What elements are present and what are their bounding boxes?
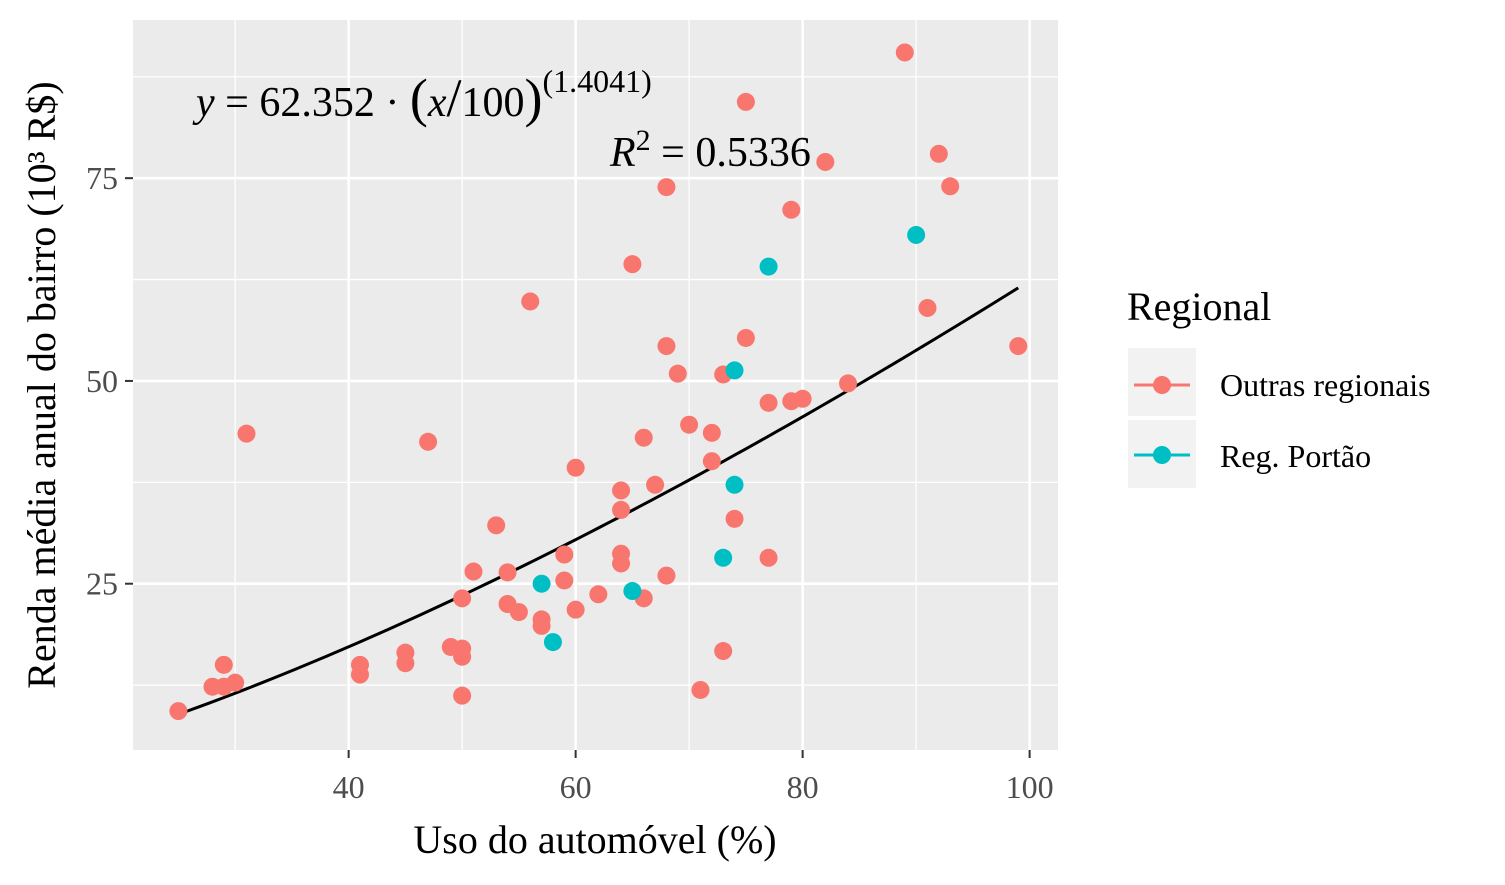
eq-y: y	[192, 80, 215, 126]
x-tick-label-40: 40	[333, 769, 365, 805]
data-point-outras-regionais-61	[1009, 337, 1028, 356]
data-point-outras-regionais-15	[453, 686, 472, 705]
eq-slash: /	[446, 68, 461, 128]
legend: Regional Outras regionais Reg. Portão	[1127, 284, 1431, 488]
y-axis-ticks: 25 50 75	[86, 160, 133, 602]
svg-text:y = 62.352 · (x/100)(1.4041): y = 62.352 · (x/100)(1.4041)	[192, 63, 652, 128]
data-point-outras-regionais-52	[782, 200, 801, 219]
grid-major	[133, 20, 1058, 750]
data-point-outras-regionais-36	[646, 475, 665, 494]
data-point-outras-regionais-14	[453, 647, 472, 666]
fit-layer	[177, 286, 1020, 716]
data-point-reg-portao-5	[725, 475, 744, 494]
data-point-reg-portao-2	[623, 582, 642, 601]
x-axis-ticks: 40 60 80 100	[333, 750, 1054, 805]
data-point-outras-regionais-44	[702, 452, 721, 471]
data-point-outras-regionais-27	[566, 600, 585, 619]
y-tick-label-75: 75	[86, 160, 118, 196]
legend-title: Regional	[1127, 284, 1271, 329]
data-point-outras-regionais-3	[214, 655, 233, 674]
data-point-outras-regionais-41	[680, 415, 699, 434]
data-point-outras-regionais-26	[566, 458, 585, 477]
data-point-outras-regionais-17	[487, 516, 506, 535]
svg-text:R2 = 0.5336: R2 = 0.5336	[609, 124, 811, 176]
eq-lparen: (	[410, 68, 428, 128]
data-point-reg-portao-4	[725, 361, 744, 380]
data-point-outras-regionais-7	[350, 665, 369, 684]
data-point-outras-regionais-42	[691, 680, 710, 699]
data-point-outras-regionais-50	[759, 393, 778, 412]
x-tick-label-80: 80	[787, 769, 819, 805]
annotation-equation: y = 62.352 · (x/100)(1.4041) R2 = 0.5336	[192, 63, 811, 176]
data-point-outras-regionais-48	[736, 92, 755, 111]
fit-curve	[177, 286, 1020, 716]
r2-r: R	[609, 130, 636, 176]
data-point-outras-regionais-30	[612, 500, 631, 519]
data-point-outras-regionais-37	[657, 178, 676, 197]
data-point-reg-portao-6	[759, 257, 778, 276]
data-point-outras-regionais-5	[237, 424, 256, 443]
legend-label-reg-portao: Reg. Portão	[1220, 438, 1371, 474]
eq-hundred: 100	[462, 80, 525, 126]
data-point-outras-regionais-18	[498, 563, 517, 582]
data-point-outras-regionais-29	[612, 481, 631, 500]
data-point-outras-regionais-9	[396, 654, 415, 673]
y-tick-label-50: 50	[86, 363, 118, 399]
data-point-outras-regionais-28	[589, 585, 608, 604]
data-point-outras-regionais-0	[169, 702, 188, 721]
y-tick-label-25: 25	[86, 566, 118, 602]
data-point-outras-regionais-51	[759, 548, 778, 567]
legend-key-point-reg-portao	[1153, 446, 1171, 464]
x-tick-label-100: 100	[1006, 769, 1054, 805]
data-point-reg-portao-1	[543, 633, 562, 652]
eq-x: x	[427, 80, 447, 126]
data-point-outras-regionais-57	[895, 43, 914, 62]
data-point-outras-regionais-58	[918, 298, 937, 317]
eq-rparen: )	[525, 68, 543, 128]
data-point-outras-regionais-4	[226, 673, 245, 692]
data-point-outras-regionais-32	[612, 554, 631, 573]
x-tick-label-60: 60	[560, 769, 592, 805]
data-point-outras-regionais-33	[623, 255, 642, 274]
data-point-outras-regionais-59	[929, 144, 948, 163]
data-point-reg-portao-7	[907, 225, 926, 244]
data-point-outras-regionais-54	[793, 389, 812, 408]
data-point-outras-regionais-12	[453, 589, 472, 608]
data-point-reg-portao-3	[714, 548, 733, 567]
data-point-outras-regionais-39	[657, 566, 676, 585]
plot-panel	[133, 20, 1058, 750]
data-point-outras-regionais-23	[532, 616, 551, 635]
data-point-outras-regionais-16	[464, 562, 483, 581]
y-axis-title: Renda média anual do bairro (10³ R$)	[19, 81, 64, 688]
data-point-outras-regionais-40	[668, 364, 687, 383]
eq-equals-coef: = 62.352 ·	[215, 80, 410, 126]
points-layer	[169, 43, 1028, 721]
data-point-outras-regionais-46	[714, 642, 733, 661]
data-point-outras-regionais-34	[634, 428, 653, 447]
data-point-outras-regionais-49	[736, 328, 755, 347]
data-point-outras-regionais-43	[702, 423, 721, 442]
legend-label-outras-regionais: Outras regionais	[1220, 367, 1431, 403]
x-axis-title: Uso do automóvel (%)	[413, 817, 776, 862]
data-point-outras-regionais-24	[555, 545, 574, 564]
data-point-outras-regionais-21	[521, 292, 540, 311]
data-point-outras-regionais-25	[555, 571, 574, 590]
r2-sup: 2	[636, 124, 651, 157]
eq-exponent: (1.4041)	[542, 63, 651, 99]
legend-key-point-outras-regionais	[1153, 376, 1171, 394]
data-point-outras-regionais-56	[839, 374, 858, 393]
data-point-outras-regionais-55	[816, 152, 835, 171]
data-point-outras-regionais-20	[509, 603, 528, 622]
data-point-outras-regionais-47	[725, 509, 744, 528]
r2-value: = 0.5336	[651, 130, 811, 176]
data-point-outras-regionais-60	[941, 177, 960, 196]
data-point-outras-regionais-10	[419, 432, 438, 451]
grid-minor	[133, 20, 1058, 750]
data-point-reg-portao-0	[532, 574, 551, 593]
data-point-outras-regionais-38	[657, 337, 676, 356]
